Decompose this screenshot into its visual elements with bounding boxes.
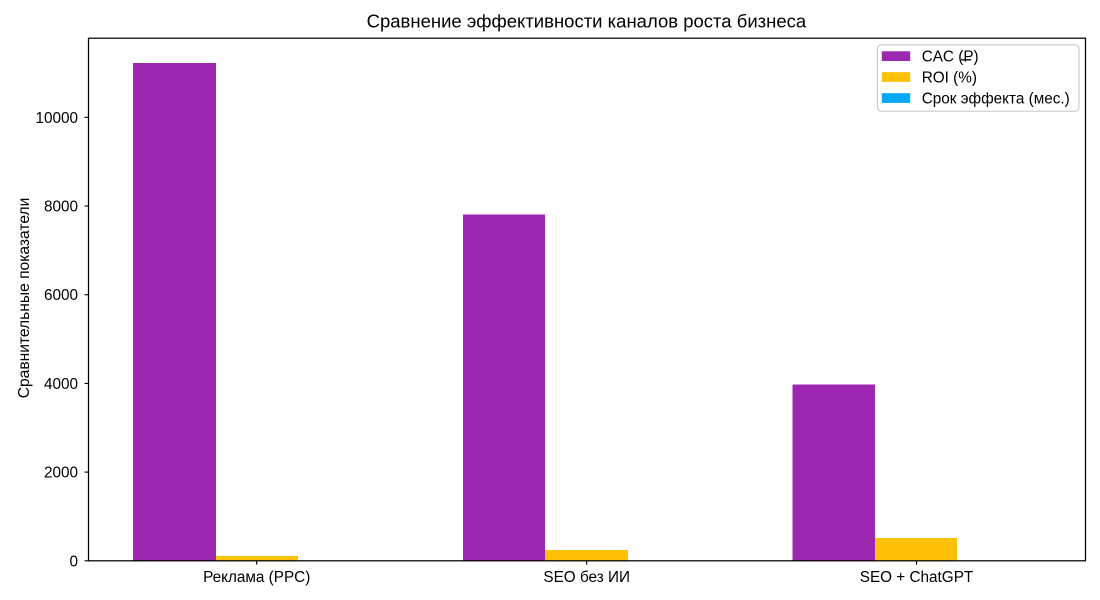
svg-text:0: 0 bbox=[69, 553, 78, 570]
svg-text:ROI (%): ROI (%) bbox=[922, 70, 977, 87]
svg-text:6000: 6000 bbox=[44, 287, 78, 304]
svg-text:4000: 4000 bbox=[44, 376, 78, 393]
svg-text:Срок эффекта (мес.): Срок эффекта (мес.) bbox=[922, 91, 1070, 108]
svg-text:2000: 2000 bbox=[44, 465, 78, 482]
svg-text:10000: 10000 bbox=[35, 110, 78, 127]
svg-text:CAC (Р): CAC (Р) bbox=[922, 49, 979, 66]
svg-text:SEO + ChatGPT: SEO + ChatGPT bbox=[860, 569, 974, 586]
svg-text:8000: 8000 bbox=[44, 199, 78, 216]
svg-text:Сравнительные показатели: Сравнительные показатели bbox=[16, 198, 33, 399]
svg-text:SEO без ИИ: SEO без ИИ bbox=[543, 569, 630, 586]
svg-text:Сравнение эффективности канало: Сравнение эффективности каналов роста би… bbox=[367, 11, 807, 32]
svg-text:Реклама (PPC): Реклама (PPC) bbox=[203, 569, 310, 586]
